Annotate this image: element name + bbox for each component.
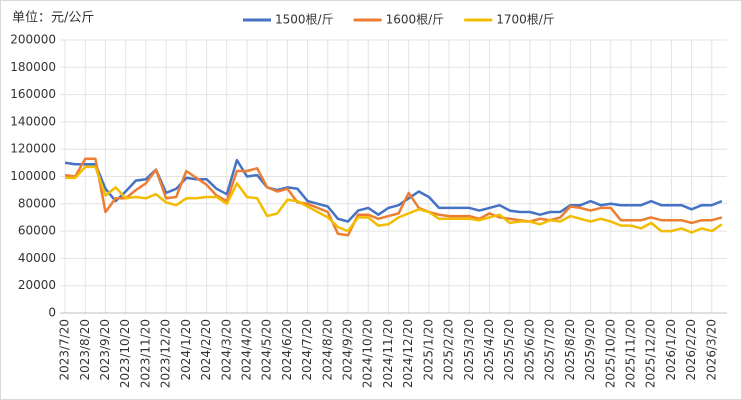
y-tick-label: 160000: [10, 87, 56, 101]
x-tick-label: 2024/6/20: [280, 319, 294, 381]
x-tick-label: 2024/7/20: [300, 319, 314, 381]
legend-label: 1600根/斤: [386, 13, 445, 27]
x-tick-label: 2025/3/20: [462, 319, 476, 381]
x-tick-label: 2025/2/20: [442, 319, 456, 381]
legend-label: 1500根/斤: [275, 13, 334, 27]
x-tick-label: 2024/11/20: [381, 319, 395, 388]
x-tick-label: 2024/9/20: [341, 319, 355, 381]
y-tick-label: 60000: [18, 224, 56, 238]
unit-label: 单位：元/公斤: [12, 11, 94, 26]
x-tick-label: 2026/2/20: [684, 319, 698, 381]
x-tick-label: 2026/3/20: [704, 319, 718, 381]
x-tick-label: 2023/12/20: [159, 319, 173, 388]
x-tick-label: 2024/12/20: [401, 319, 415, 388]
x-tick-label: 2024/2/20: [199, 319, 213, 381]
y-tick-label: 100000: [10, 169, 56, 183]
y-tick-label: 140000: [10, 114, 56, 128]
y-tick-label: 80000: [18, 196, 56, 210]
y-tick-label: 180000: [10, 60, 56, 74]
y-tick-label: 200000: [10, 33, 56, 47]
x-tick-label: 2025/10/20: [603, 319, 617, 388]
x-tick-label: 2024/5/20: [260, 319, 274, 381]
y-tick-label: 40000: [18, 251, 56, 265]
x-tick-label: 2025/5/20: [502, 319, 516, 381]
x-tick-label: 2023/7/20: [58, 319, 72, 381]
x-tick-label: 2025/9/20: [583, 319, 597, 381]
x-tick-label: 2024/1/20: [179, 319, 193, 381]
x-tick-label: 2025/4/20: [482, 319, 496, 381]
y-tick-label: 120000: [10, 142, 56, 156]
x-tick-label: 2023/10/20: [118, 319, 132, 388]
series-line: [64, 158, 723, 223]
x-tick-label: 2023/9/20: [98, 319, 112, 381]
x-tick-label: 2024/4/20: [239, 319, 253, 381]
x-tick-label: 2024/8/20: [320, 319, 334, 381]
x-tick-label: 2025/11/20: [623, 319, 637, 388]
y-tick-label: 20000: [18, 278, 56, 292]
x-tick-label: 2025/6/20: [522, 319, 536, 381]
x-tick-label: 2025/8/20: [563, 319, 577, 381]
x-tick-label: 2026/1/20: [664, 319, 678, 381]
legend-label: 1700根/斤: [496, 13, 555, 27]
x-tick-label: 2023/11/20: [138, 319, 152, 388]
x-tick-label: 2024/3/20: [219, 319, 233, 381]
x-tick-label: 2025/7/20: [543, 319, 557, 381]
x-tick-label: 2025/1/20: [421, 319, 435, 381]
x-tick-label: 2023/8/20: [78, 319, 92, 381]
series-line: [65, 165, 723, 234]
y-tick-label: 0: [48, 306, 56, 320]
x-tick-label: 2024/10/20: [361, 319, 375, 388]
series-line: [64, 157, 723, 237]
x-tick-label: 2025/12/20: [644, 319, 658, 388]
